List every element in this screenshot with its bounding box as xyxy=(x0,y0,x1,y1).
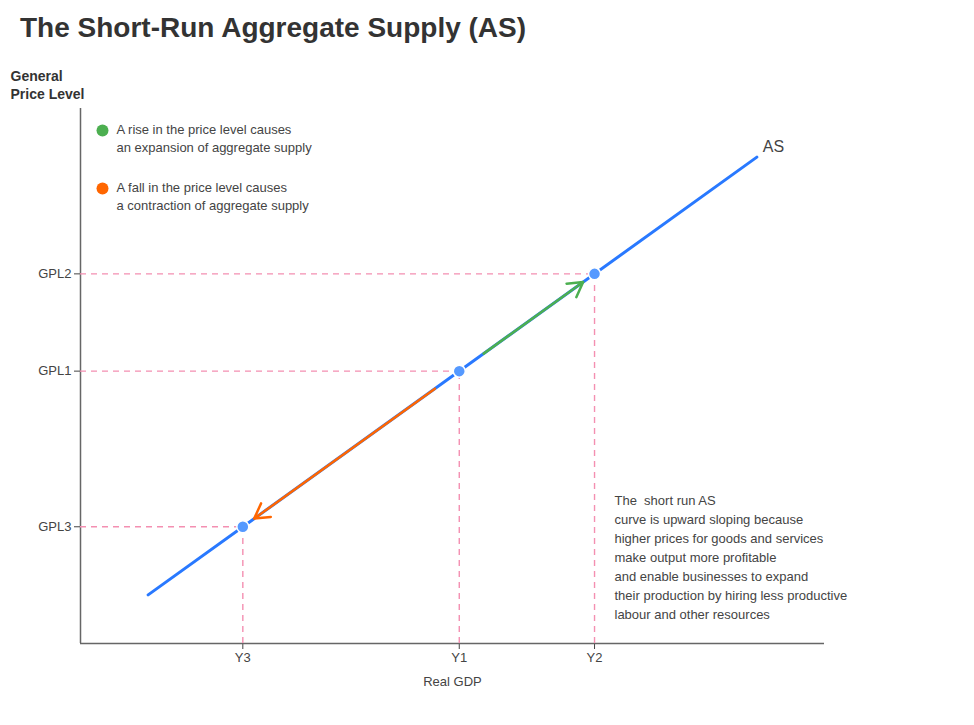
svg-text:The short run AScurve is upwa: The short run AScurve is upward sloping … xyxy=(615,493,848,621)
svg-text:Y2: Y2 xyxy=(587,650,603,665)
svg-text:Real GDP: Real GDP xyxy=(423,674,482,689)
svg-text:Y1: Y1 xyxy=(451,650,467,665)
svg-text:A rise in the price level caus: A rise in the price level causesan expan… xyxy=(117,122,313,155)
svg-text:GeneralPrice Level: GeneralPrice Level xyxy=(11,68,85,102)
svg-text:GPL3: GPL3 xyxy=(38,519,71,534)
svg-text:GPL1: GPL1 xyxy=(38,363,71,378)
svg-text:Y3: Y3 xyxy=(235,650,251,665)
svg-text:GPL2: GPL2 xyxy=(38,266,71,281)
svg-text:A fall in the price level caus: A fall in the price level causesa contra… xyxy=(117,180,310,213)
svg-text:AS: AS xyxy=(763,138,784,155)
